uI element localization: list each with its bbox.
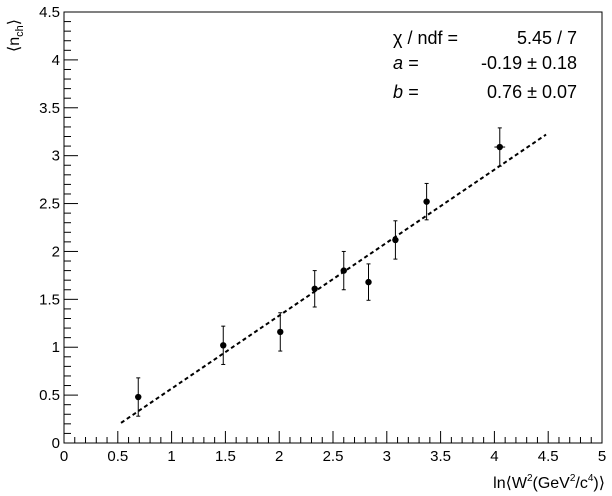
marker bbox=[340, 267, 347, 274]
x-tick-label: 0 bbox=[60, 448, 68, 465]
x-tick-label: 1.5 bbox=[215, 448, 236, 465]
y-axis-label: ⟨nch⟩ bbox=[6, 19, 26, 52]
marker bbox=[311, 285, 318, 292]
fit-line bbox=[120, 133, 547, 424]
stats-label-b: b = bbox=[393, 82, 419, 102]
x-tick-label: 5 bbox=[598, 448, 606, 465]
data-point bbox=[220, 325, 227, 365]
y-tick-label: 4 bbox=[52, 52, 60, 69]
marker bbox=[365, 278, 372, 286]
y-tick-label: 0.5 bbox=[39, 387, 60, 404]
x-tick-label: 2 bbox=[275, 448, 283, 465]
y-tick-label: 2 bbox=[52, 243, 60, 260]
data-points bbox=[135, 127, 506, 417]
marker bbox=[277, 328, 284, 336]
marker bbox=[496, 143, 503, 151]
data-point bbox=[135, 377, 142, 417]
marker bbox=[135, 393, 142, 401]
x-axis-ticks: 0 0.5 1 1.5 2 2.5 3 3.5 4 4.5 5 bbox=[60, 431, 606, 465]
data-point bbox=[340, 250, 347, 291]
x-tick-label: 4.5 bbox=[538, 448, 559, 465]
stats-label-chi2: χ / ndf = bbox=[393, 28, 458, 48]
y-tick-label: 4.5 bbox=[39, 4, 60, 21]
y-tick-label: 3.5 bbox=[39, 100, 60, 117]
data-point bbox=[494, 127, 506, 167]
x-axis-label: ln⟨W2(GeV2/c4)⟩ bbox=[493, 473, 605, 492]
stats-value-chi2: 5.45 / 7 bbox=[517, 28, 577, 48]
data-point bbox=[277, 312, 284, 352]
marker bbox=[392, 236, 399, 244]
x-tick-label: 3 bbox=[383, 448, 391, 465]
x-tick-label: 0.5 bbox=[107, 448, 128, 465]
marker bbox=[220, 342, 227, 349]
y-tick-label: 3 bbox=[52, 148, 60, 165]
stats-value-b: 0.76 ± 0.07 bbox=[487, 82, 577, 102]
y-tick-label: 1.5 bbox=[39, 291, 60, 308]
y-tick-label: 0 bbox=[52, 435, 60, 452]
fit-layer bbox=[120, 133, 547, 424]
y-tick-label: 2.5 bbox=[39, 196, 60, 213]
x-tick-label: 3.5 bbox=[430, 448, 451, 465]
data-point bbox=[365, 263, 372, 301]
plot-frame bbox=[63, 11, 603, 444]
marker bbox=[423, 198, 430, 205]
x-tick-label: 4 bbox=[490, 448, 498, 465]
stats-box: χ / ndf = 5.45 / 7 a = -0.19 ± 0.18 b = … bbox=[393, 28, 577, 102]
stats-label-a: a = bbox=[393, 53, 419, 73]
x-tick-label: 1 bbox=[167, 448, 175, 465]
stats-value-a: -0.19 ± 0.18 bbox=[481, 53, 577, 73]
data-point bbox=[423, 182, 430, 221]
y-tick-label: 1 bbox=[52, 339, 60, 356]
data-point bbox=[311, 270, 318, 308]
data-point bbox=[392, 220, 399, 260]
x-tick-label: 2.5 bbox=[323, 448, 344, 465]
y-axis-ticks: 0 0.5 1 1.5 2 2.5 3 3.5 4 4.5 bbox=[39, 4, 78, 452]
